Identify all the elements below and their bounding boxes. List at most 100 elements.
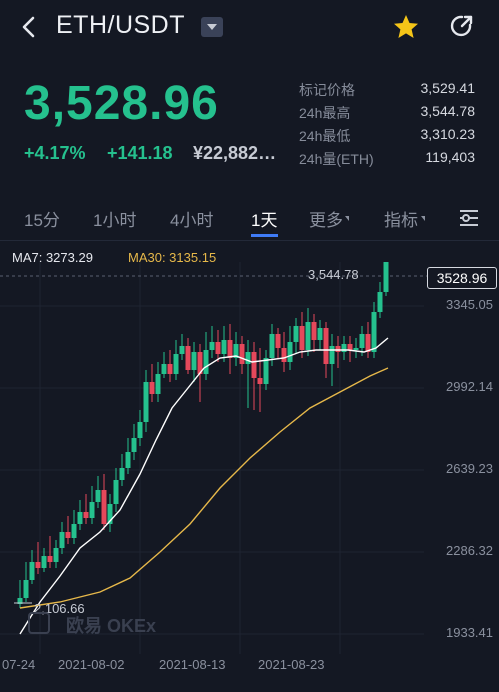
candle-body	[311, 322, 317, 340]
candlestick-chart[interactable]	[0, 262, 499, 654]
x-axis-label: 07-24	[2, 657, 36, 672]
star-icon[interactable]	[392, 13, 420, 41]
ma30-line	[19, 367, 389, 609]
back-arrow-icon[interactable]	[14, 12, 42, 42]
x-axis-label: 2021-08-23	[258, 657, 325, 672]
candle-body	[251, 352, 257, 378]
candle-body	[209, 342, 215, 350]
candle-body	[341, 344, 347, 352]
candle-body	[323, 328, 329, 364]
candle-body	[179, 346, 185, 354]
candle-body	[173, 354, 179, 374]
candle-body	[233, 344, 239, 358]
candle-body	[77, 512, 83, 524]
okex-logo-icon	[28, 612, 50, 634]
candle-body	[299, 326, 305, 350]
candle-body	[287, 342, 293, 362]
y-axis-label: 3345.05	[446, 297, 493, 312]
candle-body	[227, 340, 233, 358]
stat-value-low: 3,310.23	[420, 126, 476, 142]
candle-body	[239, 344, 245, 364]
candle-body	[383, 262, 389, 292]
stat-label-high: 24h最高	[299, 105, 351, 121]
tab-15m[interactable]: 15分	[24, 211, 60, 230]
candle-body	[347, 344, 353, 350]
stat-value-high: 3,544.78	[420, 103, 476, 119]
candle-body	[221, 340, 227, 354]
candle-body	[203, 350, 209, 374]
candle-body	[17, 598, 23, 604]
candle-body	[149, 382, 155, 394]
candle-body	[47, 556, 53, 562]
candle-body	[89, 502, 95, 518]
candle-body	[329, 346, 335, 364]
tab-4h[interactable]: 4小时	[170, 211, 214, 230]
candle-body	[275, 334, 281, 348]
high-marker-label: 3,544.78	[308, 267, 359, 282]
candle-body	[359, 334, 365, 348]
tab-1h[interactable]: 1小时	[93, 211, 137, 230]
candle-body	[119, 468, 125, 480]
ma30-value: MA30: 3135.15	[128, 250, 217, 265]
candle-body	[245, 352, 251, 364]
candle-body	[131, 438, 137, 452]
current-price-tag: 3528.96	[427, 267, 497, 289]
candle-body	[59, 532, 65, 548]
stat-label-low: 24h最低	[299, 128, 351, 144]
top-bar: ETH/USDT	[0, 0, 499, 56]
tab-1d[interactable]: 1天	[251, 211, 278, 230]
candle-body	[365, 334, 371, 352]
candle-body	[377, 292, 383, 312]
chevron-down-icon[interactable]	[201, 17, 223, 37]
candle-body	[95, 490, 101, 502]
y-axis-label: 2286.32	[446, 543, 493, 558]
tab-indicators[interactable]: 指标	[384, 211, 418, 230]
candle-body	[35, 562, 41, 568]
candle-body	[317, 328, 323, 340]
pair-title[interactable]: ETH/USDT	[56, 11, 185, 39]
stat-label-volume: 24h量(ETH)	[299, 151, 374, 167]
candle-body	[161, 364, 167, 374]
candle-body	[23, 580, 29, 598]
candle-body	[143, 382, 149, 422]
candle-body	[113, 480, 119, 504]
candle-body	[197, 352, 203, 374]
stat-value-mark: 3,529.41	[420, 80, 476, 96]
candle-body	[29, 562, 35, 580]
y-axis-label: 2992.14	[446, 379, 493, 394]
candle-body	[41, 556, 47, 568]
candle-body	[191, 352, 197, 370]
stat-value-volume: 119,403	[425, 149, 475, 165]
active-tab-indicator	[251, 234, 278, 237]
candle-body	[353, 348, 359, 350]
candle-body	[269, 334, 275, 358]
ma7-line	[19, 337, 389, 635]
candle-body	[281, 348, 287, 362]
stat-label-mark: 标记价格	[299, 82, 355, 98]
candle-body	[257, 378, 263, 384]
candle-body	[125, 452, 131, 468]
y-axis-label: 2639.23	[446, 461, 493, 476]
candle-body	[65, 532, 71, 538]
y-axis-label: 1933.41	[446, 625, 493, 640]
candle-body	[83, 512, 89, 518]
ma7-value: MA7: 3273.29	[12, 250, 93, 265]
caret-down-icon	[345, 216, 349, 221]
candle-body	[371, 312, 377, 352]
candle-body	[215, 342, 221, 354]
cny-value: ¥22,882…	[193, 143, 277, 163]
x-axis-label: 2021-08-02	[58, 657, 125, 672]
candle-body	[137, 422, 143, 438]
chart-settings-icon[interactable]	[458, 208, 480, 228]
tab-more[interactable]: 更多	[309, 211, 343, 230]
candle-body	[53, 548, 59, 562]
candle-body	[263, 358, 269, 384]
candle-body	[71, 524, 77, 538]
change-absolute: +141.18	[107, 143, 173, 163]
candle-body	[185, 346, 191, 370]
candle-body	[101, 490, 107, 524]
share-icon[interactable]	[449, 13, 475, 39]
candle-body	[155, 374, 161, 394]
interval-tabs: 15分 1小时 4小时 1天 更多 指标	[0, 196, 499, 240]
watermark: 欧易 OKEx	[66, 616, 157, 636]
